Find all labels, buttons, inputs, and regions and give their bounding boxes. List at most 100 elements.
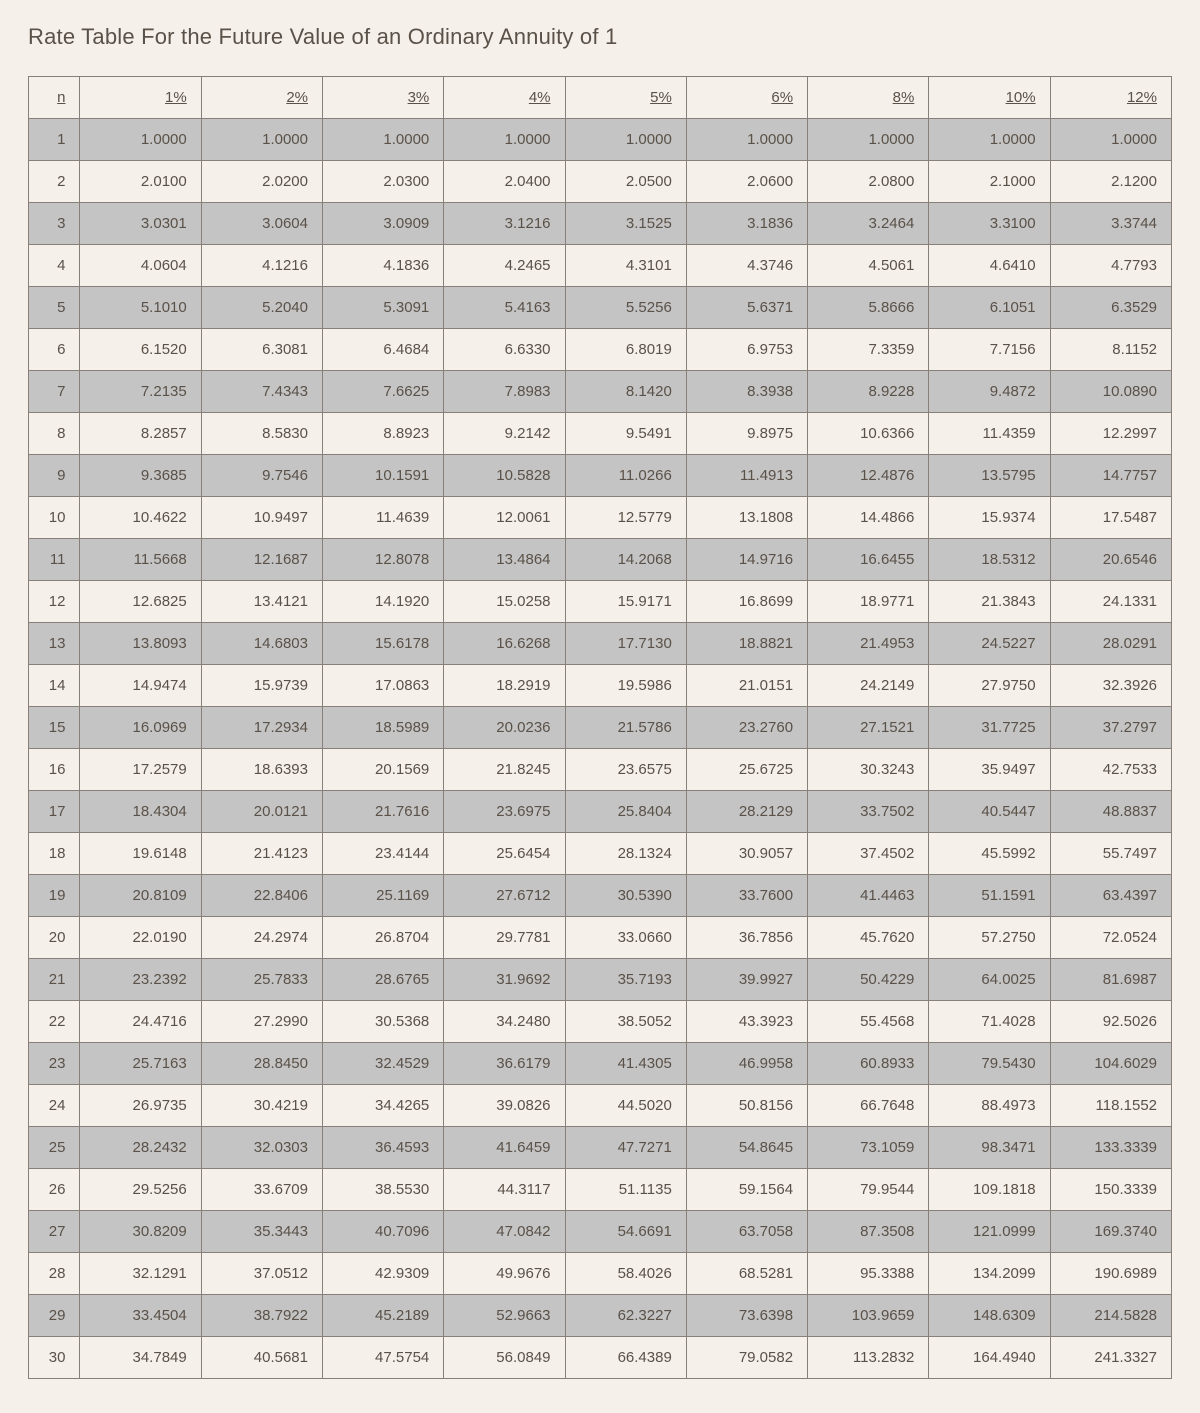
table-row: 2730.820935.344340.709647.084254.669163.…	[29, 1211, 1172, 1253]
cell-value: 1.0000	[444, 119, 565, 161]
cell-value: 57.2750	[929, 917, 1050, 959]
table-row: 1414.947415.973917.086318.291919.598621.…	[29, 665, 1172, 707]
table-row: 77.21357.43437.66257.89838.14208.39388.9…	[29, 371, 1172, 413]
cell-n: 24	[29, 1085, 80, 1127]
cell-value: 6.1051	[929, 287, 1050, 329]
cell-value: 20.6546	[1050, 539, 1171, 581]
cell-n: 6	[29, 329, 80, 371]
cell-value: 5.8666	[808, 287, 929, 329]
cell-value: 66.7648	[808, 1085, 929, 1127]
table-row: 55.10105.20405.30915.41635.52565.63715.8…	[29, 287, 1172, 329]
cell-value: 21.8245	[444, 749, 565, 791]
table-row: 2629.525633.670938.553044.311751.113559.…	[29, 1169, 1172, 1211]
cell-value: 37.0512	[201, 1253, 322, 1295]
cell-value: 2.0800	[808, 161, 929, 203]
cell-value: 25.7833	[201, 959, 322, 1001]
cell-value: 32.4529	[323, 1043, 444, 1085]
cell-value: 17.7130	[565, 623, 686, 665]
cell-value: 18.8821	[686, 623, 807, 665]
cell-value: 24.2974	[201, 917, 322, 959]
cell-n: 12	[29, 581, 80, 623]
table-row: 2123.239225.783328.676531.969235.719339.…	[29, 959, 1172, 1001]
cell-value: 8.9228	[808, 371, 929, 413]
cell-value: 79.5430	[929, 1043, 1050, 1085]
cell-value: 1.0000	[323, 119, 444, 161]
cell-value: 7.7156	[929, 329, 1050, 371]
cell-value: 32.1291	[80, 1253, 201, 1295]
cell-value: 45.5992	[929, 833, 1050, 875]
cell-value: 12.5779	[565, 497, 686, 539]
cell-value: 10.1591	[323, 455, 444, 497]
cell-value: 6.4684	[323, 329, 444, 371]
cell-value: 34.2480	[444, 1001, 565, 1043]
cell-value: 9.7546	[201, 455, 322, 497]
cell-value: 7.3359	[808, 329, 929, 371]
cell-value: 14.2068	[565, 539, 686, 581]
table-row: 11.00001.00001.00001.00001.00001.00001.0…	[29, 119, 1172, 161]
cell-value: 121.0999	[929, 1211, 1050, 1253]
cell-value: 38.7922	[201, 1295, 322, 1337]
cell-value: 2.1200	[1050, 161, 1171, 203]
cell-value: 36.6179	[444, 1043, 565, 1085]
cell-value: 241.3327	[1050, 1337, 1171, 1379]
cell-value: 18.9771	[808, 581, 929, 623]
cell-value: 17.2579	[80, 749, 201, 791]
cell-value: 11.0266	[565, 455, 686, 497]
cell-value: 64.0025	[929, 959, 1050, 1001]
cell-value: 23.6575	[565, 749, 686, 791]
cell-value: 58.4026	[565, 1253, 686, 1295]
table-row: 99.36859.754610.159110.582811.026611.491…	[29, 455, 1172, 497]
cell-value: 18.2919	[444, 665, 565, 707]
cell-n: 13	[29, 623, 80, 665]
cell-value: 40.5681	[201, 1337, 322, 1379]
col-header-rate: 10%	[929, 77, 1050, 119]
cell-value: 21.5786	[565, 707, 686, 749]
cell-value: 12.1687	[201, 539, 322, 581]
cell-value: 73.6398	[686, 1295, 807, 1337]
cell-value: 63.4397	[1050, 875, 1171, 917]
cell-n: 25	[29, 1127, 80, 1169]
cell-value: 1.0000	[929, 119, 1050, 161]
cell-value: 1.0000	[201, 119, 322, 161]
cell-value: 39.0826	[444, 1085, 565, 1127]
table-row: 1111.566812.168712.807813.486414.206814.…	[29, 539, 1172, 581]
cell-value: 9.5491	[565, 413, 686, 455]
cell-value: 18.6393	[201, 749, 322, 791]
cell-value: 62.3227	[565, 1295, 686, 1337]
cell-value: 20.0236	[444, 707, 565, 749]
cell-value: 29.7781	[444, 917, 565, 959]
cell-value: 43.3923	[686, 1001, 807, 1043]
cell-value: 4.0604	[80, 245, 201, 287]
cell-value: 32.3926	[1050, 665, 1171, 707]
cell-value: 26.9735	[80, 1085, 201, 1127]
page-title: Rate Table For the Future Value of an Or…	[28, 24, 1172, 50]
cell-value: 13.1808	[686, 497, 807, 539]
cell-value: 4.1216	[201, 245, 322, 287]
cell-value: 20.1569	[323, 749, 444, 791]
cell-value: 7.6625	[323, 371, 444, 413]
cell-value: 22.8406	[201, 875, 322, 917]
cell-value: 25.6725	[686, 749, 807, 791]
cell-value: 15.9739	[201, 665, 322, 707]
table-row: 1010.462210.949711.463912.006112.577913.…	[29, 497, 1172, 539]
cell-value: 21.4123	[201, 833, 322, 875]
table-row: 44.06044.12164.18364.24654.31014.37464.5…	[29, 245, 1172, 287]
cell-value: 28.8450	[201, 1043, 322, 1085]
cell-value: 10.9497	[201, 497, 322, 539]
cell-value: 92.5026	[1050, 1001, 1171, 1043]
cell-value: 30.9057	[686, 833, 807, 875]
table-header-row: n1%2%3%4%5%6%8%10%12%	[29, 77, 1172, 119]
cell-n: 2	[29, 161, 80, 203]
cell-value: 10.5828	[444, 455, 565, 497]
cell-value: 26.8704	[323, 917, 444, 959]
cell-value: 23.2760	[686, 707, 807, 749]
table-row: 2022.019024.297426.870429.778133.066036.…	[29, 917, 1172, 959]
cell-value: 1.0000	[1050, 119, 1171, 161]
col-header-rate: 4%	[444, 77, 565, 119]
cell-value: 2.0300	[323, 161, 444, 203]
cell-value: 23.6975	[444, 791, 565, 833]
cell-value: 87.3508	[808, 1211, 929, 1253]
cell-value: 14.9474	[80, 665, 201, 707]
cell-value: 12.8078	[323, 539, 444, 581]
cell-value: 12.2997	[1050, 413, 1171, 455]
